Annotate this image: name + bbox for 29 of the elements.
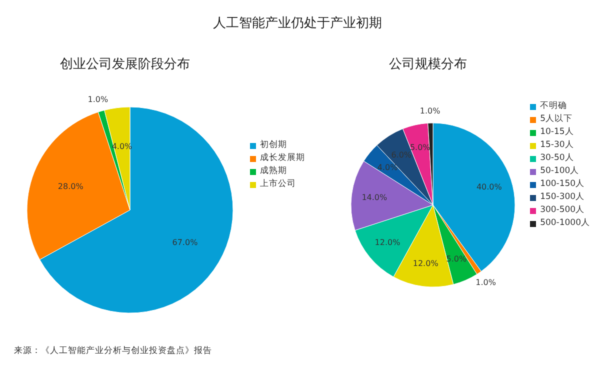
- data-label: 1.0%: [88, 95, 108, 104]
- legend-label: 成长发展期: [260, 152, 305, 165]
- data-label: 1.0%: [476, 278, 496, 288]
- data-label: 1.0%: [420, 106, 441, 116]
- legend-label: 5人以下: [540, 113, 572, 126]
- data-label: 4.0%: [377, 162, 398, 172]
- source-note: 来源：《人工智能产业分析与创业投资盘点》报告: [14, 345, 212, 357]
- data-label: 12.0%: [412, 259, 439, 268]
- data-label: 28.0%: [58, 182, 84, 191]
- legend-label: 初创期: [260, 139, 287, 152]
- text: 人工智能产业仍处于产业初期: [212, 15, 383, 32]
- legend-label: 500-1000人: [540, 217, 590, 230]
- data-label: 40.0%: [476, 182, 502, 192]
- chart-title: 公司规模分布: [389, 56, 467, 73]
- legend-label: 100-150人: [540, 178, 585, 191]
- data-label: 12.0%: [374, 238, 401, 248]
- legend-label: 上市公司: [260, 178, 296, 191]
- legend-label: 10-15人: [540, 126, 574, 139]
- data-label: 14.0%: [362, 193, 388, 202]
- legend-label: 不明确: [540, 100, 568, 113]
- legend-label: 15-30人: [540, 139, 574, 152]
- data-label: 67.0%: [172, 238, 198, 248]
- legend-label: 30-50人: [540, 152, 574, 165]
- data-label: 6.0%: [391, 150, 412, 160]
- legend-label: 150-300人: [540, 191, 585, 204]
- legend-label: 成熟期: [260, 165, 287, 178]
- legend-label: 50-100人: [540, 165, 580, 178]
- chart-title: 创业公司发展阶段分布: [60, 56, 190, 73]
- legend-label: 300-500人: [540, 204, 585, 217]
